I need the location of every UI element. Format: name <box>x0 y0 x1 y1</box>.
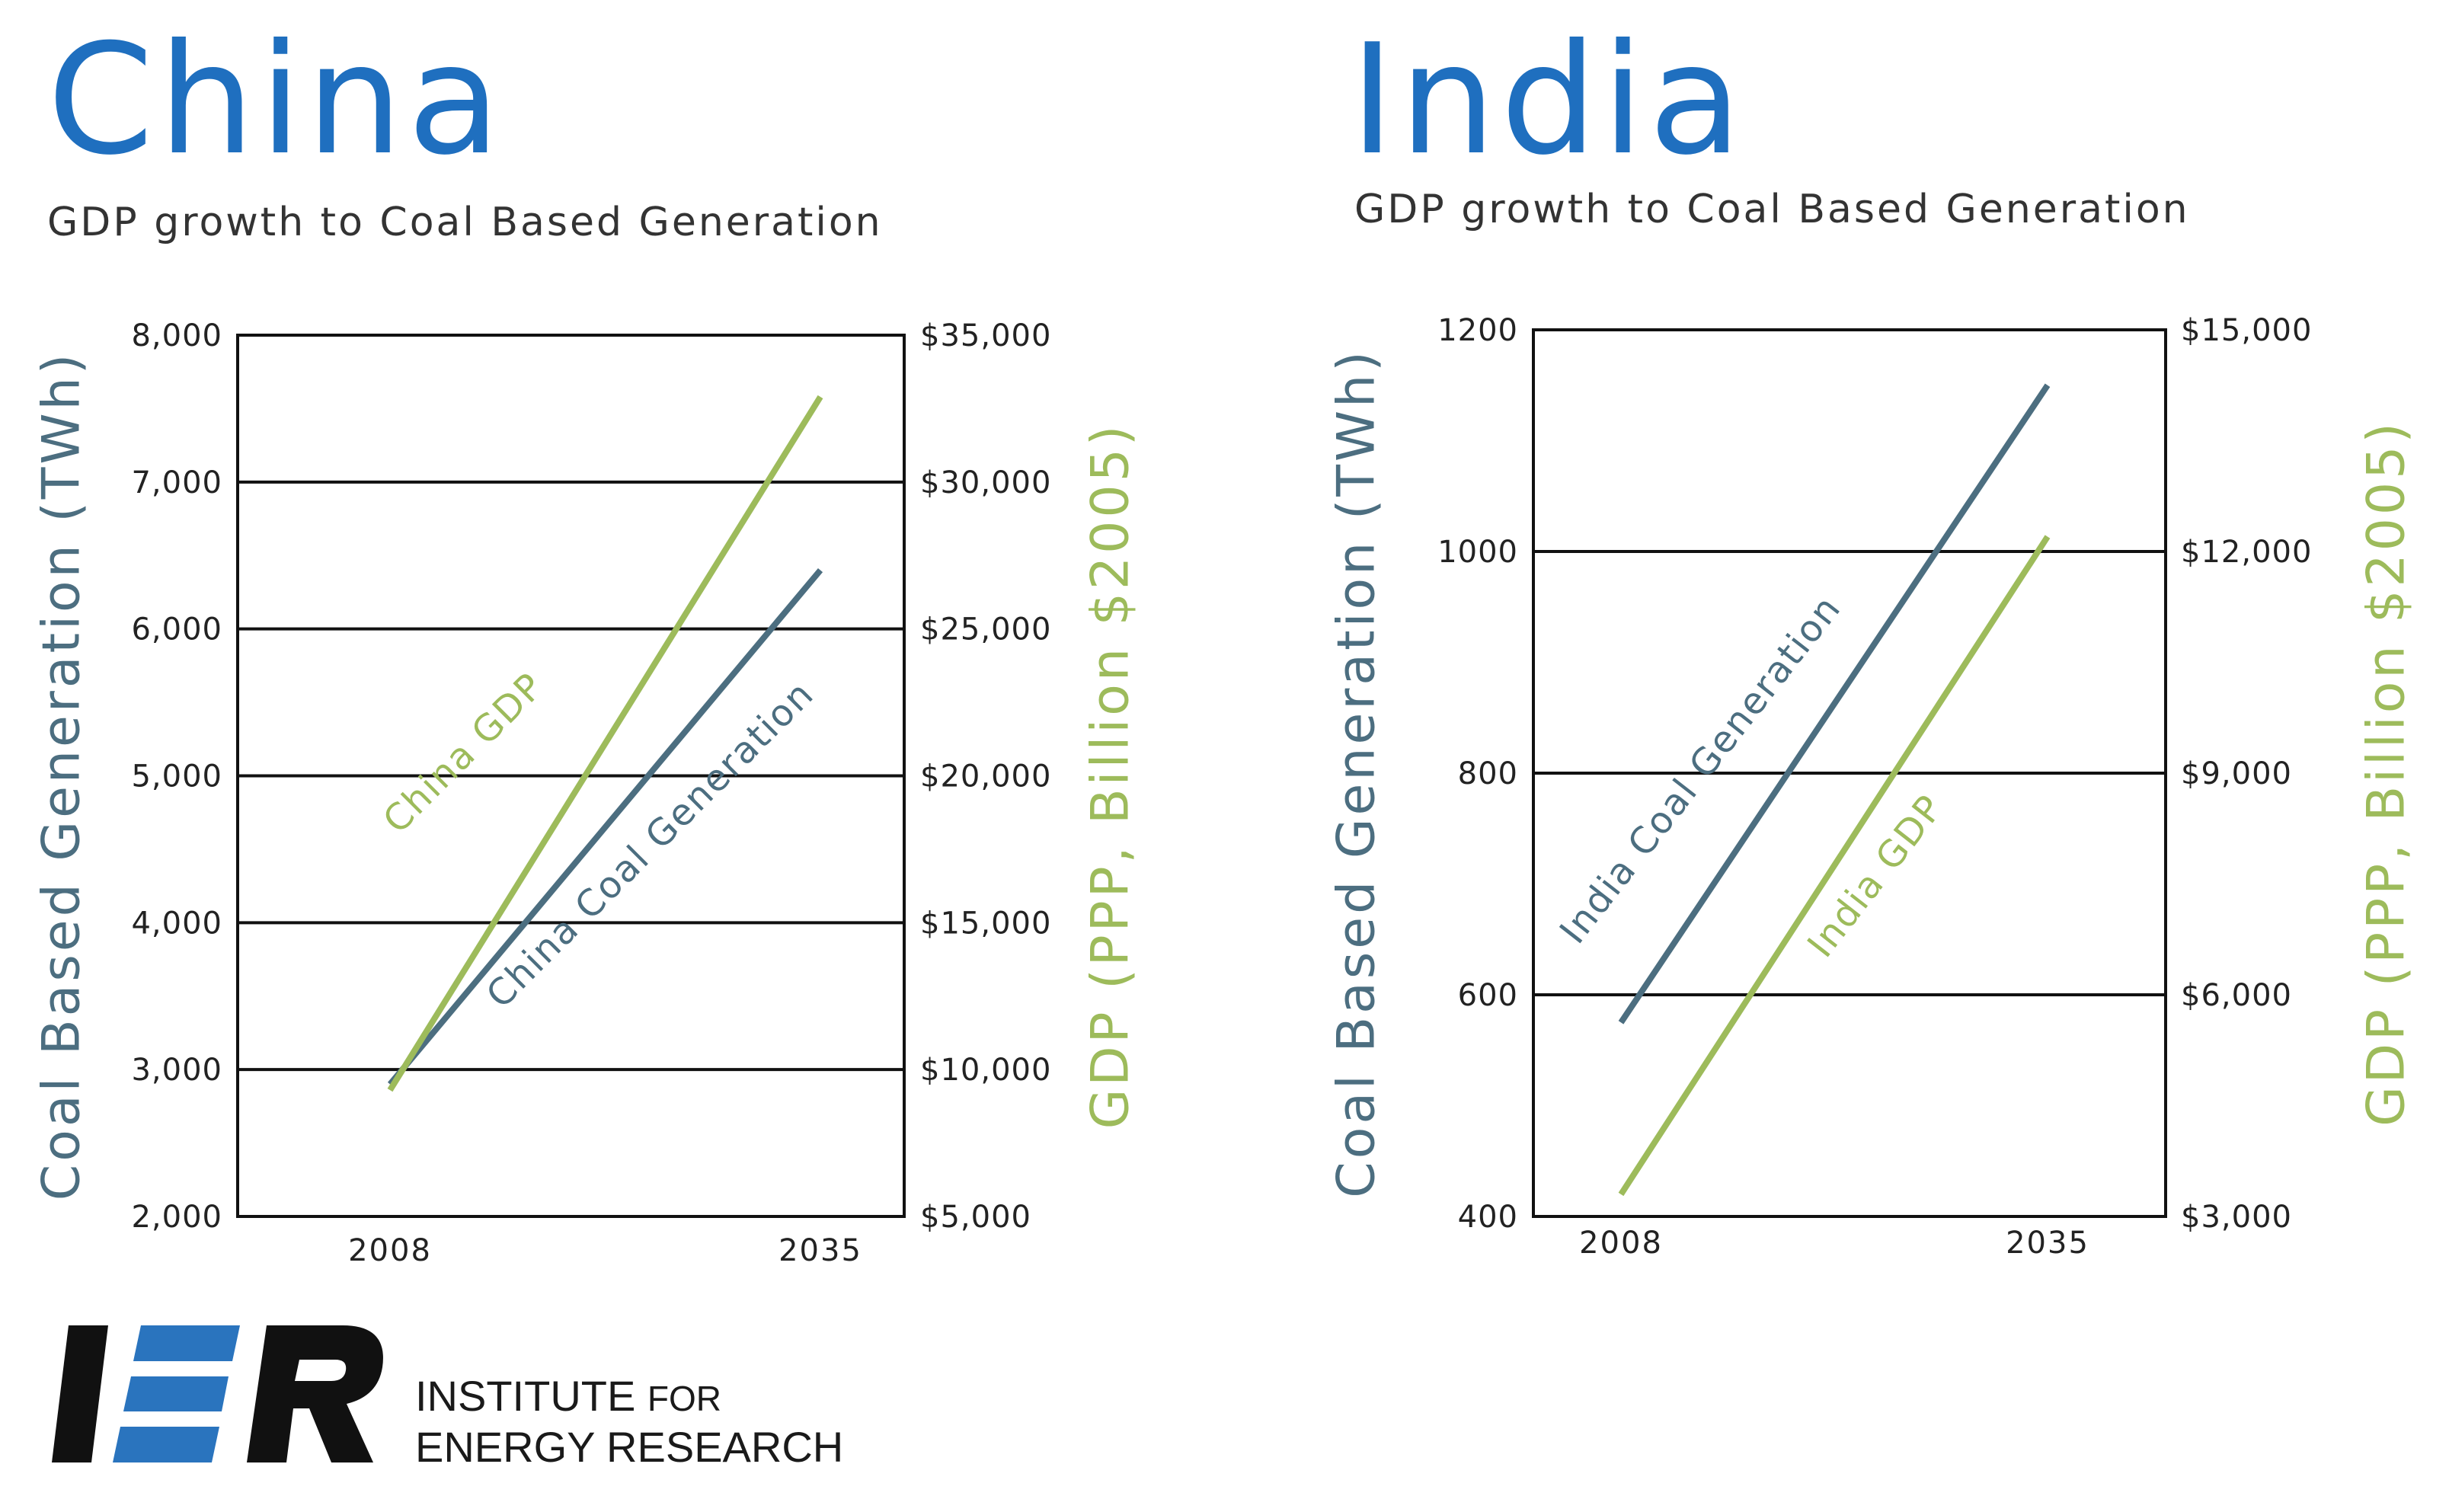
india-y-tick-label: 400 <box>1458 1200 1518 1235</box>
china-y2-tick-label: $30,000 <box>920 465 1051 500</box>
india-y2-axis-title: GDP (PPP, Billion $2005) <box>2357 420 2417 1127</box>
china-y2-axis-title: GDP (PPP, Billion $2005) <box>1081 423 1141 1130</box>
china-y-tick-label: 2,000 <box>131 1200 222 1235</box>
india-y-tick-label: 600 <box>1458 978 1518 1013</box>
china-y-axis-title: Coal Based Generation (TWh) <box>32 351 92 1201</box>
india-subtitle: GDP growth to Coal Based Generation <box>1354 187 2190 232</box>
logo-for: FOR <box>647 1379 721 1418</box>
india-y2-tick-label: $9,000 <box>2181 756 2292 791</box>
china-subtitle: GDP growth to Coal Based Generation <box>47 200 883 245</box>
china-y2-tick-label: $25,000 <box>920 612 1051 647</box>
india-series-coal-line <box>1618 383 2051 1025</box>
india-title: India <box>1350 11 1747 189</box>
india-y-axis-title: Coal Based Generation (TWh) <box>1327 348 1387 1198</box>
china-series-coal-label: China Coal Generation <box>478 673 823 1017</box>
india-y-tick-label: 800 <box>1458 756 1518 791</box>
india-y2-tick-label: $3,000 <box>2181 1200 2292 1235</box>
india-y2-tick-label: $6,000 <box>2181 978 2292 1013</box>
china-title: China <box>47 11 506 189</box>
logo-text-line1: INSTITUTE FOR <box>415 1375 721 1418</box>
india-y2-tick-label: $15,000 <box>2181 313 2312 348</box>
logo-institute: INSTITUTE <box>415 1372 636 1420</box>
india-x-tick-label: 2035 <box>2006 1226 2089 1261</box>
ier-logo-mark <box>52 1325 383 1462</box>
india-series-gdp-label: India GDP <box>1799 787 1952 966</box>
china-y2-tick-label: $35,000 <box>920 318 1051 353</box>
india-y2-tick-label: $12,000 <box>2181 535 2312 570</box>
india-series-coal-label: India Coal Generation <box>1552 587 1850 952</box>
china-y2-tick-label: $5,000 <box>920 1200 1031 1235</box>
china-y2-tick-label: $20,000 <box>920 759 1051 794</box>
china-x-tick-label: 2035 <box>779 1233 862 1268</box>
china-y2-tick-label: $15,000 <box>920 906 1051 941</box>
china-y-tick-label: 7,000 <box>131 465 222 500</box>
china-y-tick-label: 3,000 <box>131 1053 222 1088</box>
china-y-tick-label: 6,000 <box>131 612 222 647</box>
india-plot-frame <box>1532 328 2167 1218</box>
logo-text-line2: ENERGY RESEARCH <box>415 1423 844 1471</box>
china-y-tick-label: 5,000 <box>131 759 222 794</box>
india-x-tick-label: 2008 <box>1579 1226 1663 1261</box>
india-y-tick-label: 1000 <box>1437 535 1518 570</box>
china-y2-tick-label: $10,000 <box>920 1053 1051 1088</box>
china-x-tick-label: 2008 <box>348 1233 432 1268</box>
china-y-tick-label: 4,000 <box>131 906 222 941</box>
china-plot-frame <box>236 334 906 1218</box>
china-series-gdp-line <box>387 395 823 1092</box>
india-series-gdp-line <box>1618 535 2051 1197</box>
china-series-coal-line <box>387 567 823 1087</box>
india-y-tick-label: 1200 <box>1437 313 1518 348</box>
china-series-gdp-label: China GDP <box>375 664 552 842</box>
china-y-tick-label: 8,000 <box>131 318 222 353</box>
